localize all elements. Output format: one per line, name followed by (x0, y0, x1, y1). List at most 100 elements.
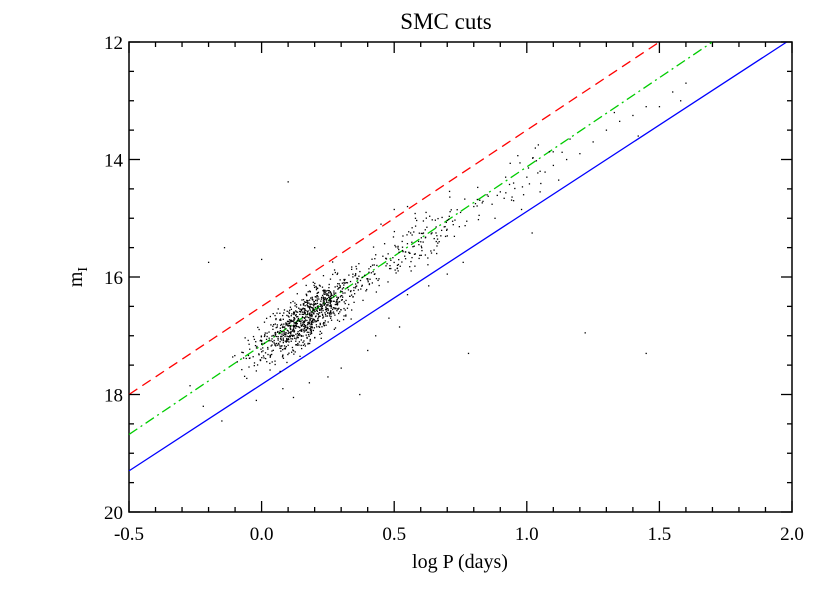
data-point (329, 301, 331, 304)
data-point (414, 253, 416, 255)
data-point (302, 341, 304, 344)
data-point (449, 211, 451, 213)
data-point (344, 309, 346, 311)
data-point (328, 315, 331, 317)
data-point (293, 330, 296, 332)
data-point (441, 216, 443, 219)
data-point (313, 286, 316, 289)
data-point (520, 208, 523, 211)
data-point (333, 292, 335, 294)
data-point (367, 281, 369, 283)
data-point (531, 232, 533, 234)
data-point (444, 235, 447, 238)
data-point (297, 336, 299, 339)
data-point (260, 343, 263, 345)
data-point (388, 267, 391, 270)
data-point (328, 292, 330, 294)
data-point (338, 312, 340, 315)
data-point (285, 340, 288, 342)
data-point (464, 225, 466, 227)
data-point (287, 181, 289, 183)
data-point (281, 335, 283, 337)
data-point (310, 323, 313, 325)
data-point (221, 420, 223, 422)
data-point (279, 312, 281, 314)
data-point (244, 337, 246, 339)
data-point (330, 304, 332, 306)
data-point (291, 320, 293, 322)
data-point (424, 254, 427, 256)
data-point (334, 327, 337, 329)
data-point (268, 340, 270, 342)
data-point (357, 281, 359, 284)
data-point (385, 265, 387, 267)
data-point (310, 323, 312, 326)
data-point (477, 218, 480, 221)
data-point (304, 330, 306, 332)
data-point (313, 302, 315, 305)
data-point (279, 319, 281, 321)
data-point (317, 307, 319, 309)
data-point (288, 332, 290, 334)
data-point (292, 396, 295, 399)
data-point (565, 158, 568, 161)
data-point (482, 200, 484, 203)
data-point (325, 324, 327, 326)
data-point (422, 220, 425, 222)
data-point (420, 232, 423, 235)
data-point (261, 258, 263, 261)
data-point (316, 302, 319, 305)
data-point (333, 293, 335, 295)
data-point (302, 313, 305, 316)
data-point (353, 289, 355, 292)
data-point (249, 348, 251, 350)
data-point (309, 304, 311, 306)
data-point (305, 328, 307, 331)
data-point (324, 297, 326, 299)
data-point (322, 309, 324, 312)
data-point (658, 106, 661, 108)
data-point (434, 219, 436, 221)
data-point (365, 290, 367, 292)
data-point (282, 354, 284, 356)
data-point (325, 306, 327, 308)
data-point (325, 300, 328, 302)
data-point (320, 311, 323, 313)
data-point (364, 274, 366, 276)
data-point (295, 310, 297, 312)
data-point (404, 251, 407, 253)
data-point (275, 333, 277, 335)
data-point (569, 138, 571, 140)
data-point (336, 272, 339, 274)
data-point (260, 336, 263, 338)
data-point (316, 298, 318, 300)
data-point (522, 194, 525, 196)
data-point (269, 362, 271, 365)
data-point (282, 357, 285, 359)
data-point (316, 300, 318, 302)
data-point (309, 329, 312, 331)
data-point (310, 311, 312, 313)
data-point (323, 292, 325, 294)
data-point (272, 323, 275, 326)
data-point (355, 285, 358, 287)
data-point (303, 301, 306, 303)
data-point (539, 170, 541, 172)
data-point (414, 217, 417, 219)
data-point (414, 212, 416, 215)
data-point (311, 325, 313, 328)
data-point (301, 329, 303, 331)
data-point (287, 325, 289, 327)
data-point (346, 307, 349, 309)
data-point (324, 302, 326, 305)
data-point (534, 147, 537, 149)
data-point (327, 294, 329, 296)
data-point (366, 288, 368, 291)
data-point (293, 325, 295, 327)
data-point (404, 258, 407, 260)
data-point (322, 289, 324, 292)
data-point (401, 249, 404, 252)
data-point (267, 348, 269, 350)
data-point (306, 294, 308, 297)
